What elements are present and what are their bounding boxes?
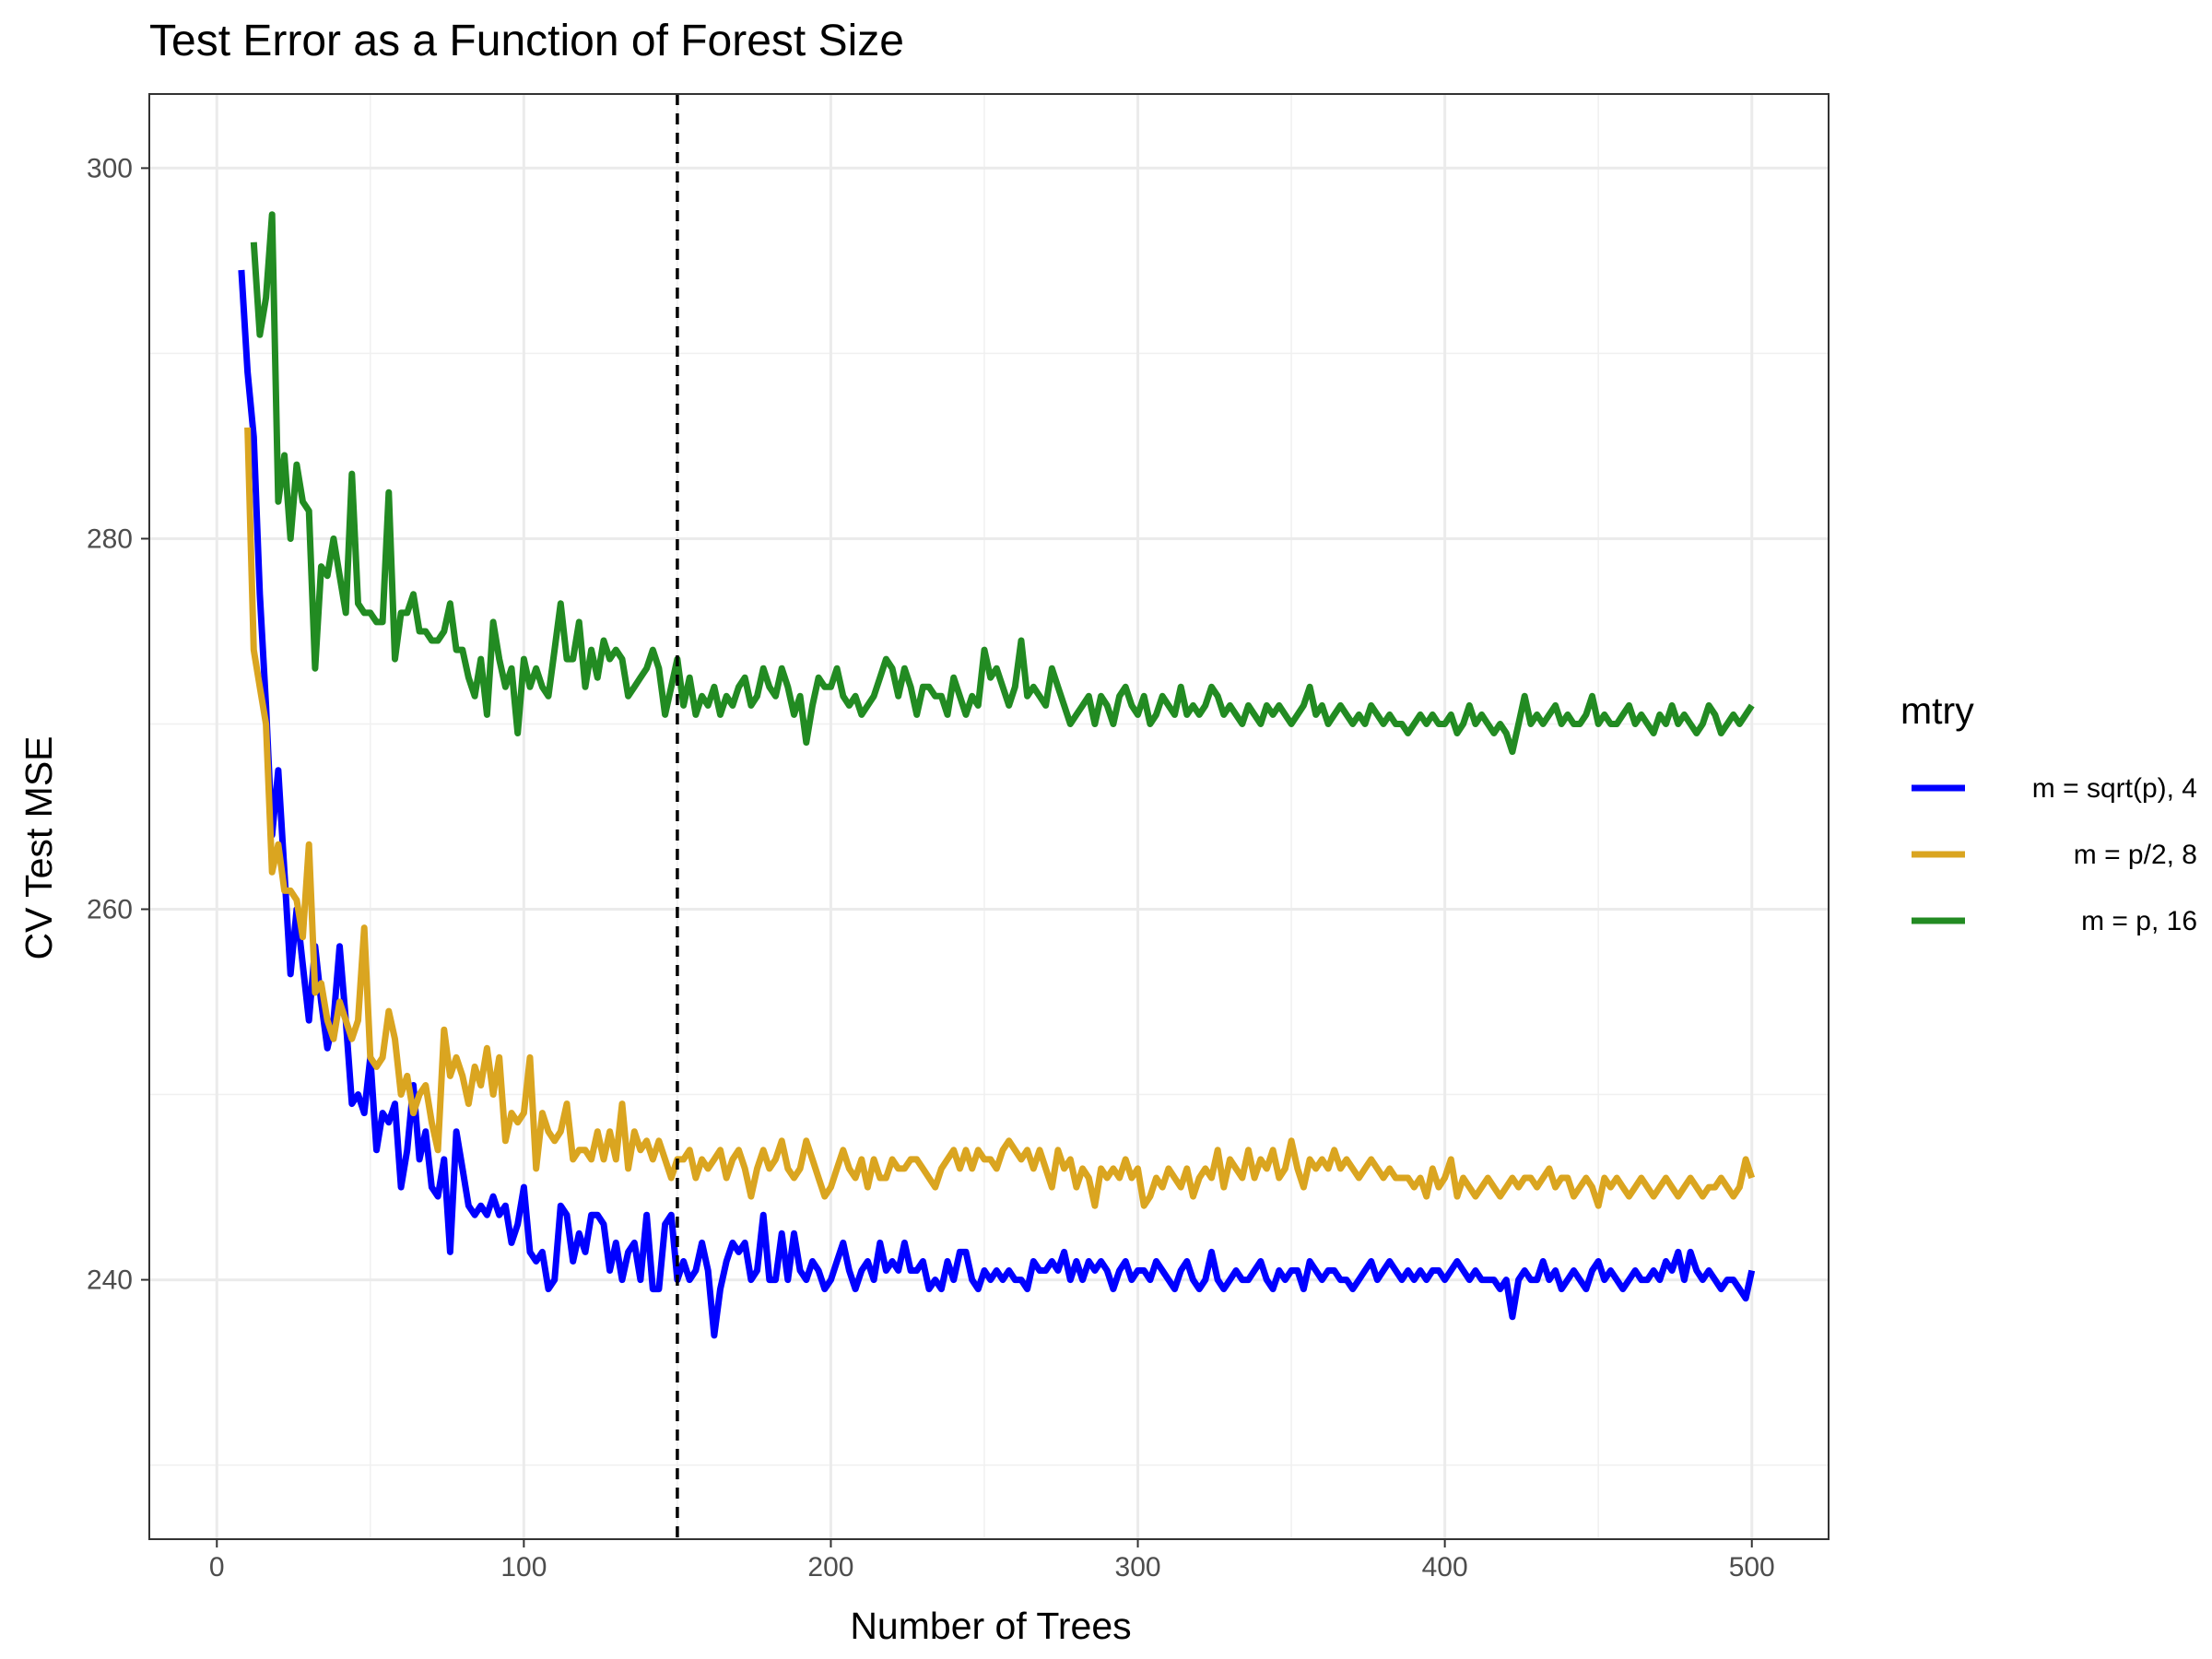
chart-title: Test Error as a Function of Forest Size: [149, 17, 904, 65]
panel-border: [148, 93, 1830, 1540]
x-tick-label: 100: [500, 1552, 547, 1583]
series-line-1: [238, 269, 1756, 1339]
y-tick-label: 240: [87, 1265, 133, 1296]
series-line-3: [250, 211, 1755, 756]
y-tick-label: 280: [87, 524, 133, 554]
panel-background: [149, 94, 1829, 1539]
y-tick-label: 260: [87, 895, 133, 925]
y-axis-ticks: 240 260 280 300: [87, 153, 149, 1296]
legend-label-1: m = sqrt(p), 4: [2032, 773, 2197, 804]
y-axis-title: CV Test MSE: [18, 735, 60, 959]
x-axis-ticks: 0 100 200 300 400 500: [209, 1539, 1775, 1583]
x-tick-label: 0: [209, 1552, 225, 1583]
x-tick-label: 200: [807, 1552, 853, 1583]
plot-panel: [148, 93, 1830, 1540]
legend-label-2: m = p/2, 8: [2074, 840, 2197, 870]
legend-label-3: m = p, 16: [2081, 906, 2197, 936]
x-tick-label: 500: [1729, 1552, 1775, 1583]
legend-title: mtry: [1900, 689, 1974, 732]
x-axis-title: Number of Trees: [850, 1605, 1131, 1647]
y-tick-label: 300: [87, 153, 133, 183]
series-line-2: [244, 427, 1756, 1209]
x-tick-label: 300: [1115, 1552, 1161, 1583]
legend: mtry m = sqrt(p), 4 m = p/2, 8 m = p, 16: [1900, 689, 2197, 936]
x-tick-label: 400: [1422, 1552, 1468, 1583]
